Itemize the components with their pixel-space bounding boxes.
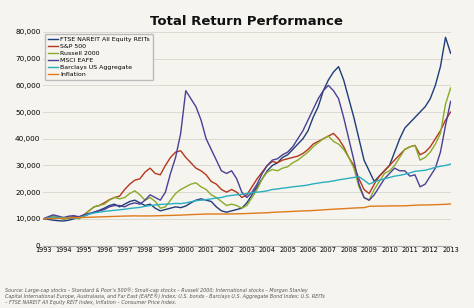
FTSE NAREIT All Equity REITs [300,137,306,141]
FTSE NAREIT All Equity REITs [270,164,275,167]
Line: S&P 500: S&P 500 [43,112,451,219]
Barclays US Aggregate [264,189,270,193]
Inflation [295,209,301,213]
Line: Barclays US Aggregate: Barclays US Aggregate [43,164,451,219]
Russell 2000 [300,154,306,158]
Russell 2000 [397,156,402,159]
Line: Inflation: Inflation [43,204,451,219]
S&P 500 [448,110,454,114]
S&P 500 [392,158,397,162]
S&P 500 [295,154,301,158]
MSCI EAFE [412,173,418,177]
Inflation [372,204,377,208]
Inflation [40,217,46,221]
Russell 2000 [346,156,352,159]
S&P 500 [40,217,46,221]
MSCI EAFE [295,137,301,141]
Russell 2000 [412,144,418,147]
Russell 2000 [376,180,382,183]
Text: Source: Large-cap stocks – Standard & Poor’s 500®; Small-cap stocks – Russell 20: Source: Large-cap stocks – Standard & Po… [5,287,325,305]
Russell 2000 [61,217,66,221]
Barclays US Aggregate [392,174,397,178]
FTSE NAREIT All Equity REITs [376,174,382,178]
S&P 500 [264,164,270,167]
Line: MSCI EAFE: MSCI EAFE [43,85,451,219]
Inflation [407,204,413,207]
MSCI EAFE [448,99,454,103]
MSCI EAFE [346,137,352,141]
Inflation [341,207,346,210]
S&P 500 [341,145,346,149]
Line: Russell 2000: Russell 2000 [43,88,451,219]
MSCI EAFE [376,185,382,189]
FTSE NAREIT All Equity REITs [412,116,418,119]
MSCI EAFE [264,164,270,167]
FTSE NAREIT All Equity REITs [61,219,66,223]
S&P 500 [407,145,413,149]
Legend: FTSE NAREIT All Equity REITs, S&P 500, Russell 2000, MSCI EAFE, Barclays US Aggr: FTSE NAREIT All Equity REITs, S&P 500, R… [45,34,153,80]
Inflation [264,211,270,215]
FTSE NAREIT All Equity REITs [346,97,352,100]
Russell 2000 [40,217,46,221]
Inflation [448,202,454,206]
S&P 500 [372,182,377,186]
MSCI EAFE [326,83,331,87]
Barclays US Aggregate [372,180,377,184]
Russell 2000 [448,86,454,90]
Barclays US Aggregate [448,162,454,166]
MSCI EAFE [40,217,46,221]
Barclays US Aggregate [407,171,413,175]
FTSE NAREIT All Equity REITs [40,217,46,221]
Barclays US Aggregate [40,217,46,221]
Inflation [392,204,397,208]
Russell 2000 [270,168,275,171]
Title: Total Return Performance: Total Return Performance [150,15,343,28]
FTSE NAREIT All Equity REITs [443,35,448,39]
Barclays US Aggregate [295,184,301,188]
FTSE NAREIT All Equity REITs [397,137,402,141]
FTSE NAREIT All Equity REITs [448,51,454,55]
Barclays US Aggregate [341,177,346,181]
Line: FTSE NAREIT All Equity REITs: FTSE NAREIT All Equity REITs [43,37,451,221]
MSCI EAFE [397,169,402,173]
